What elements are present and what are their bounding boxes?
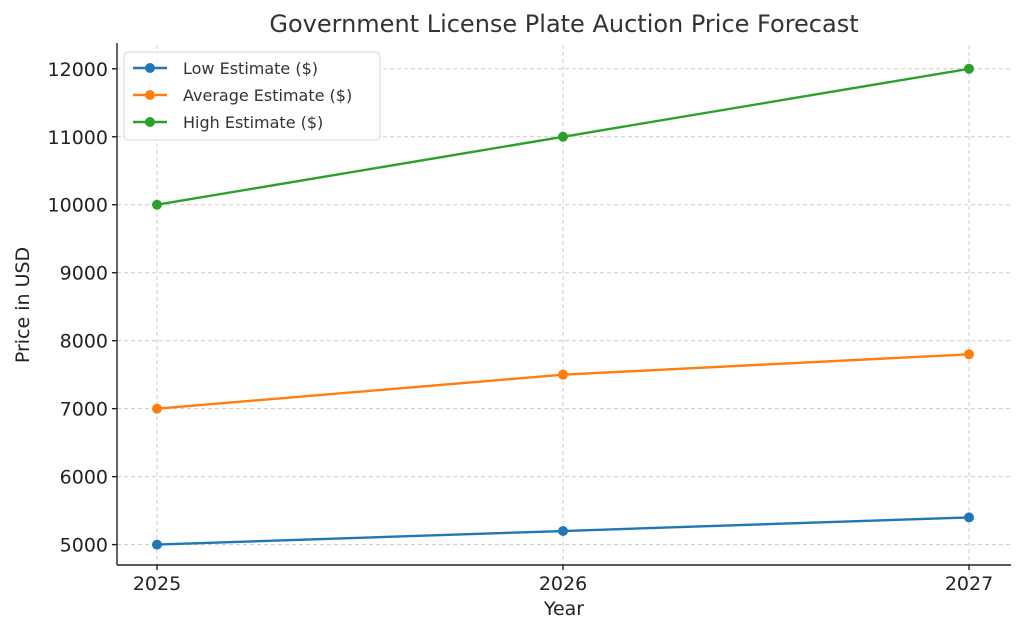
tick-labels: 5000 6000 7000 8000 9000 10000 11000 12000 2025 2…	[48, 59, 994, 595]
series-1	[152, 349, 974, 414]
y-tick-label: 9000	[60, 263, 108, 285]
legend-swatch-marker	[145, 63, 155, 73]
series-0	[152, 512, 974, 550]
data-point	[558, 131, 568, 142]
series-2	[152, 63, 974, 210]
data-point	[964, 63, 974, 74]
series	[152, 63, 974, 550]
y-tick-label: 10000	[48, 195, 108, 217]
data-point	[152, 403, 162, 414]
data-point	[964, 512, 974, 523]
y-tick-label: 8000	[60, 331, 108, 353]
axes	[112, 43, 1011, 570]
chart-title: Government License Plate Auction Price F…	[269, 10, 858, 38]
y-tick-label: 12000	[48, 59, 108, 81]
y-tick-label: 11000	[48, 127, 108, 149]
legend-label: Low Estimate ($)	[183, 59, 318, 78]
data-point	[152, 539, 162, 550]
legend-box	[123, 51, 381, 141]
data-point	[558, 526, 568, 537]
legend-swatch-marker	[145, 90, 155, 100]
legend-item: High Estimate ($)	[133, 113, 323, 132]
legend-item: Low Estimate ($)	[133, 59, 318, 78]
legend-label: Average Estimate ($)	[183, 86, 352, 105]
legend-label: High Estimate ($)	[183, 113, 323, 132]
y-tick-label: 7000	[60, 399, 108, 421]
data-point	[558, 369, 568, 380]
data-point	[152, 199, 162, 210]
legend-item: Average Estimate ($)	[133, 86, 352, 105]
x-tick-label: 2025	[133, 573, 181, 595]
x-tick-label: 2026	[539, 573, 587, 595]
y-tick-label: 6000	[60, 467, 108, 489]
y-axis-label: Price in USD	[12, 247, 34, 363]
legend-swatch-marker	[145, 117, 155, 127]
legend: Low Estimate ($) Average Estimate ($) High…	[123, 51, 381, 141]
data-point	[964, 349, 974, 360]
x-axis-label: Year	[543, 598, 584, 620]
x-tick-label: 2027	[945, 573, 993, 595]
y-tick-label: 5000	[60, 535, 108, 557]
